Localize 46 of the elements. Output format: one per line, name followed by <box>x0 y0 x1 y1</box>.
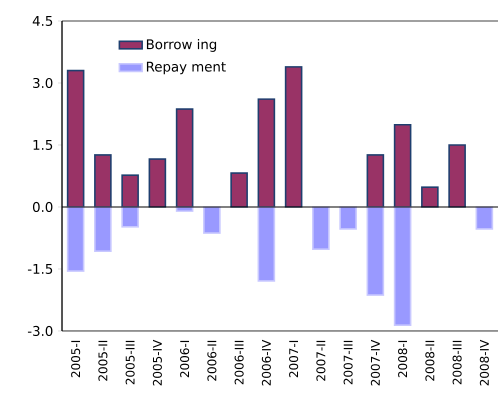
bar <box>230 172 248 208</box>
bar <box>121 174 139 208</box>
legend-label: Repay ment <box>146 62 226 74</box>
bar <box>94 154 112 208</box>
x-tick-label: 2005-II <box>98 340 108 381</box>
bar <box>366 206 384 296</box>
bar <box>476 206 494 230</box>
bar <box>366 154 384 208</box>
bar <box>421 186 439 208</box>
x-tick-label: 2008-II <box>425 340 434 381</box>
y-tick-label: -1.5 <box>28 264 52 274</box>
x-tick-label: 2008-I <box>398 340 408 378</box>
x-tick-label: 2007-III <box>344 340 353 384</box>
bar <box>203 206 221 234</box>
bar <box>66 206 84 272</box>
bar <box>121 206 139 228</box>
x-tick-label: 2007-I <box>289 340 298 378</box>
bar <box>312 206 330 250</box>
bar <box>284 66 302 208</box>
x-tick-label: 2007-IV <box>370 340 380 386</box>
x-tick-label: 2008-IV <box>480 340 489 386</box>
bar <box>339 206 357 230</box>
y-tick-label: -3.0 <box>28 326 52 336</box>
x-tick-label: 2006-IV <box>262 340 271 386</box>
x-tick-label: 2007-II <box>316 340 326 381</box>
bar <box>394 206 412 326</box>
bar <box>448 144 466 208</box>
x-tick-label: 2005-I <box>71 340 80 378</box>
x-tick-label: 2005-IV <box>152 340 162 386</box>
bar <box>66 70 84 208</box>
legend-label: Borrow ing <box>146 38 216 52</box>
bar <box>258 98 276 208</box>
x-tick-label: 2006-I <box>180 340 190 378</box>
bar <box>94 206 112 252</box>
x-tick-label: 2008-III <box>452 340 462 384</box>
bar <box>148 158 166 208</box>
x-tick-label: 2006-III <box>234 340 244 384</box>
x-tick-label: 2005-III <box>126 340 135 384</box>
y-tick-label: 4.5 <box>32 16 52 26</box>
bar <box>176 108 194 208</box>
y-tick-label: 1.5 <box>34 140 52 150</box>
bar <box>394 124 412 208</box>
bar <box>258 206 276 282</box>
y-tick-label: 0.0 <box>32 202 52 212</box>
y-tick-label: 3.0 <box>33 78 52 88</box>
x-tick-label: 2006-II <box>207 340 216 381</box>
